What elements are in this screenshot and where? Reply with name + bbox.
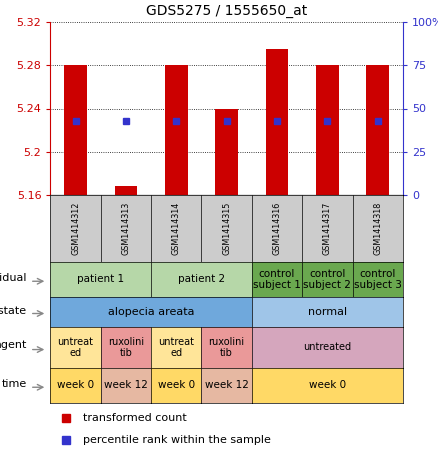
Text: ruxolini
tib: ruxolini tib [208, 337, 245, 358]
Text: untreated: untreated [304, 342, 351, 352]
Text: week 12: week 12 [104, 381, 148, 390]
Text: ruxolini
tib: ruxolini tib [108, 337, 144, 358]
Text: control
subject 2: control subject 2 [304, 269, 351, 290]
Text: patient 1: patient 1 [77, 275, 124, 284]
Text: week 0: week 0 [309, 381, 346, 390]
Text: week 0: week 0 [158, 381, 195, 390]
Text: GSM1414317: GSM1414317 [323, 202, 332, 255]
Title: GDS5275 / 1555650_at: GDS5275 / 1555650_at [146, 4, 307, 18]
Text: GSM1414315: GSM1414315 [222, 202, 231, 255]
Text: GSM1414316: GSM1414316 [272, 202, 282, 255]
Text: patient 2: patient 2 [178, 275, 225, 284]
Text: percentile rank within the sample: percentile rank within the sample [83, 435, 271, 445]
Text: untreat
ed: untreat ed [158, 337, 194, 358]
Text: GSM1414314: GSM1414314 [172, 202, 181, 255]
Text: time: time [1, 379, 27, 389]
Text: week 12: week 12 [205, 381, 249, 390]
Bar [266, 49, 288, 195]
Text: control
subject 1: control subject 1 [253, 269, 301, 290]
Bar [367, 65, 389, 195]
Bar [165, 65, 187, 195]
Text: individual: individual [0, 273, 27, 283]
Text: GSM1414312: GSM1414312 [71, 202, 80, 255]
Text: control
subject 3: control subject 3 [354, 269, 402, 290]
Text: GSM1414318: GSM1414318 [373, 202, 382, 255]
Text: agent: agent [0, 341, 27, 351]
Text: week 0: week 0 [57, 381, 94, 390]
Text: GSM1414313: GSM1414313 [121, 202, 131, 255]
Text: untreat
ed: untreat ed [57, 337, 94, 358]
Bar [215, 109, 238, 195]
Text: alopecia areata: alopecia areata [108, 307, 194, 317]
Text: transformed count: transformed count [83, 413, 187, 423]
Text: disease state: disease state [0, 305, 27, 315]
Bar [64, 65, 87, 195]
Bar [115, 186, 137, 195]
Text: normal: normal [308, 307, 347, 317]
Bar [316, 65, 339, 195]
